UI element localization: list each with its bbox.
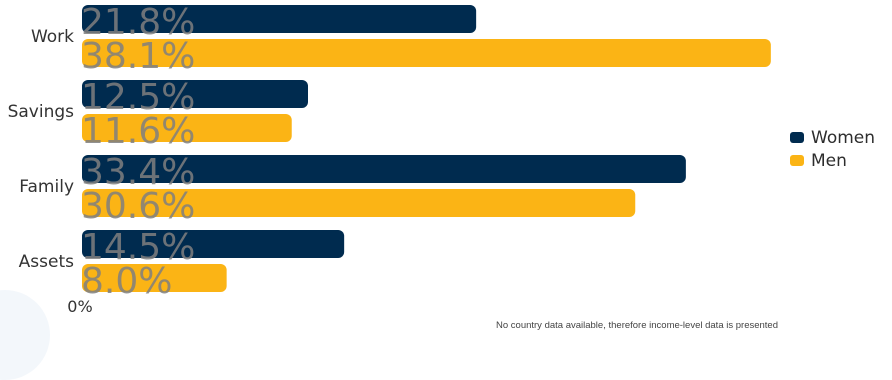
bar-assets-women[interactable] bbox=[82, 230, 345, 258]
legend-item-women[interactable]: Women bbox=[790, 126, 875, 149]
bar-savings-women[interactable] bbox=[82, 80, 308, 108]
data-label-savings-men: 11.6% bbox=[81, 111, 195, 152]
data-label-savings-women: 12.5% bbox=[81, 77, 195, 118]
legend-label-men: Men bbox=[811, 150, 847, 171]
chart-footnote: No country data available, therefore inc… bbox=[496, 320, 778, 331]
category-label-savings: Savings bbox=[8, 102, 75, 122]
bar-chart: Work 21.8%38.1% Savings 12.5%11.6% Family 33.… bbox=[8, 2, 771, 316]
legend-label-women: Women bbox=[811, 127, 876, 148]
bar-family-men[interactable] bbox=[82, 189, 636, 217]
chart-legend: Women Men bbox=[790, 126, 875, 172]
data-label-work-men: 38.1% bbox=[81, 36, 195, 77]
data-label-assets-women: 14.5% bbox=[81, 227, 195, 268]
category-label-work: Work bbox=[31, 27, 74, 47]
bar-work-men[interactable] bbox=[82, 39, 771, 67]
data-label-family-women: 33.4% bbox=[81, 152, 195, 193]
bar-work-women[interactable] bbox=[82, 5, 477, 33]
data-label-family-men: 30.6% bbox=[81, 186, 195, 227]
bar-assets-men[interactable] bbox=[82, 264, 227, 292]
data-label-work-women: 21.8% bbox=[81, 2, 195, 43]
legend-swatch-men bbox=[790, 155, 804, 166]
bar-family-women[interactable] bbox=[82, 155, 686, 183]
data-label-assets-men: 8.0% bbox=[81, 261, 172, 302]
category-label-family: Family bbox=[19, 177, 74, 197]
legend-item-men[interactable]: Men bbox=[790, 149, 875, 172]
legend-swatch-women bbox=[790, 132, 804, 143]
x-tick-label-0: 0% bbox=[67, 297, 92, 316]
category-label-assets: Assets bbox=[19, 252, 74, 272]
bar-savings-men[interactable] bbox=[82, 114, 292, 142]
